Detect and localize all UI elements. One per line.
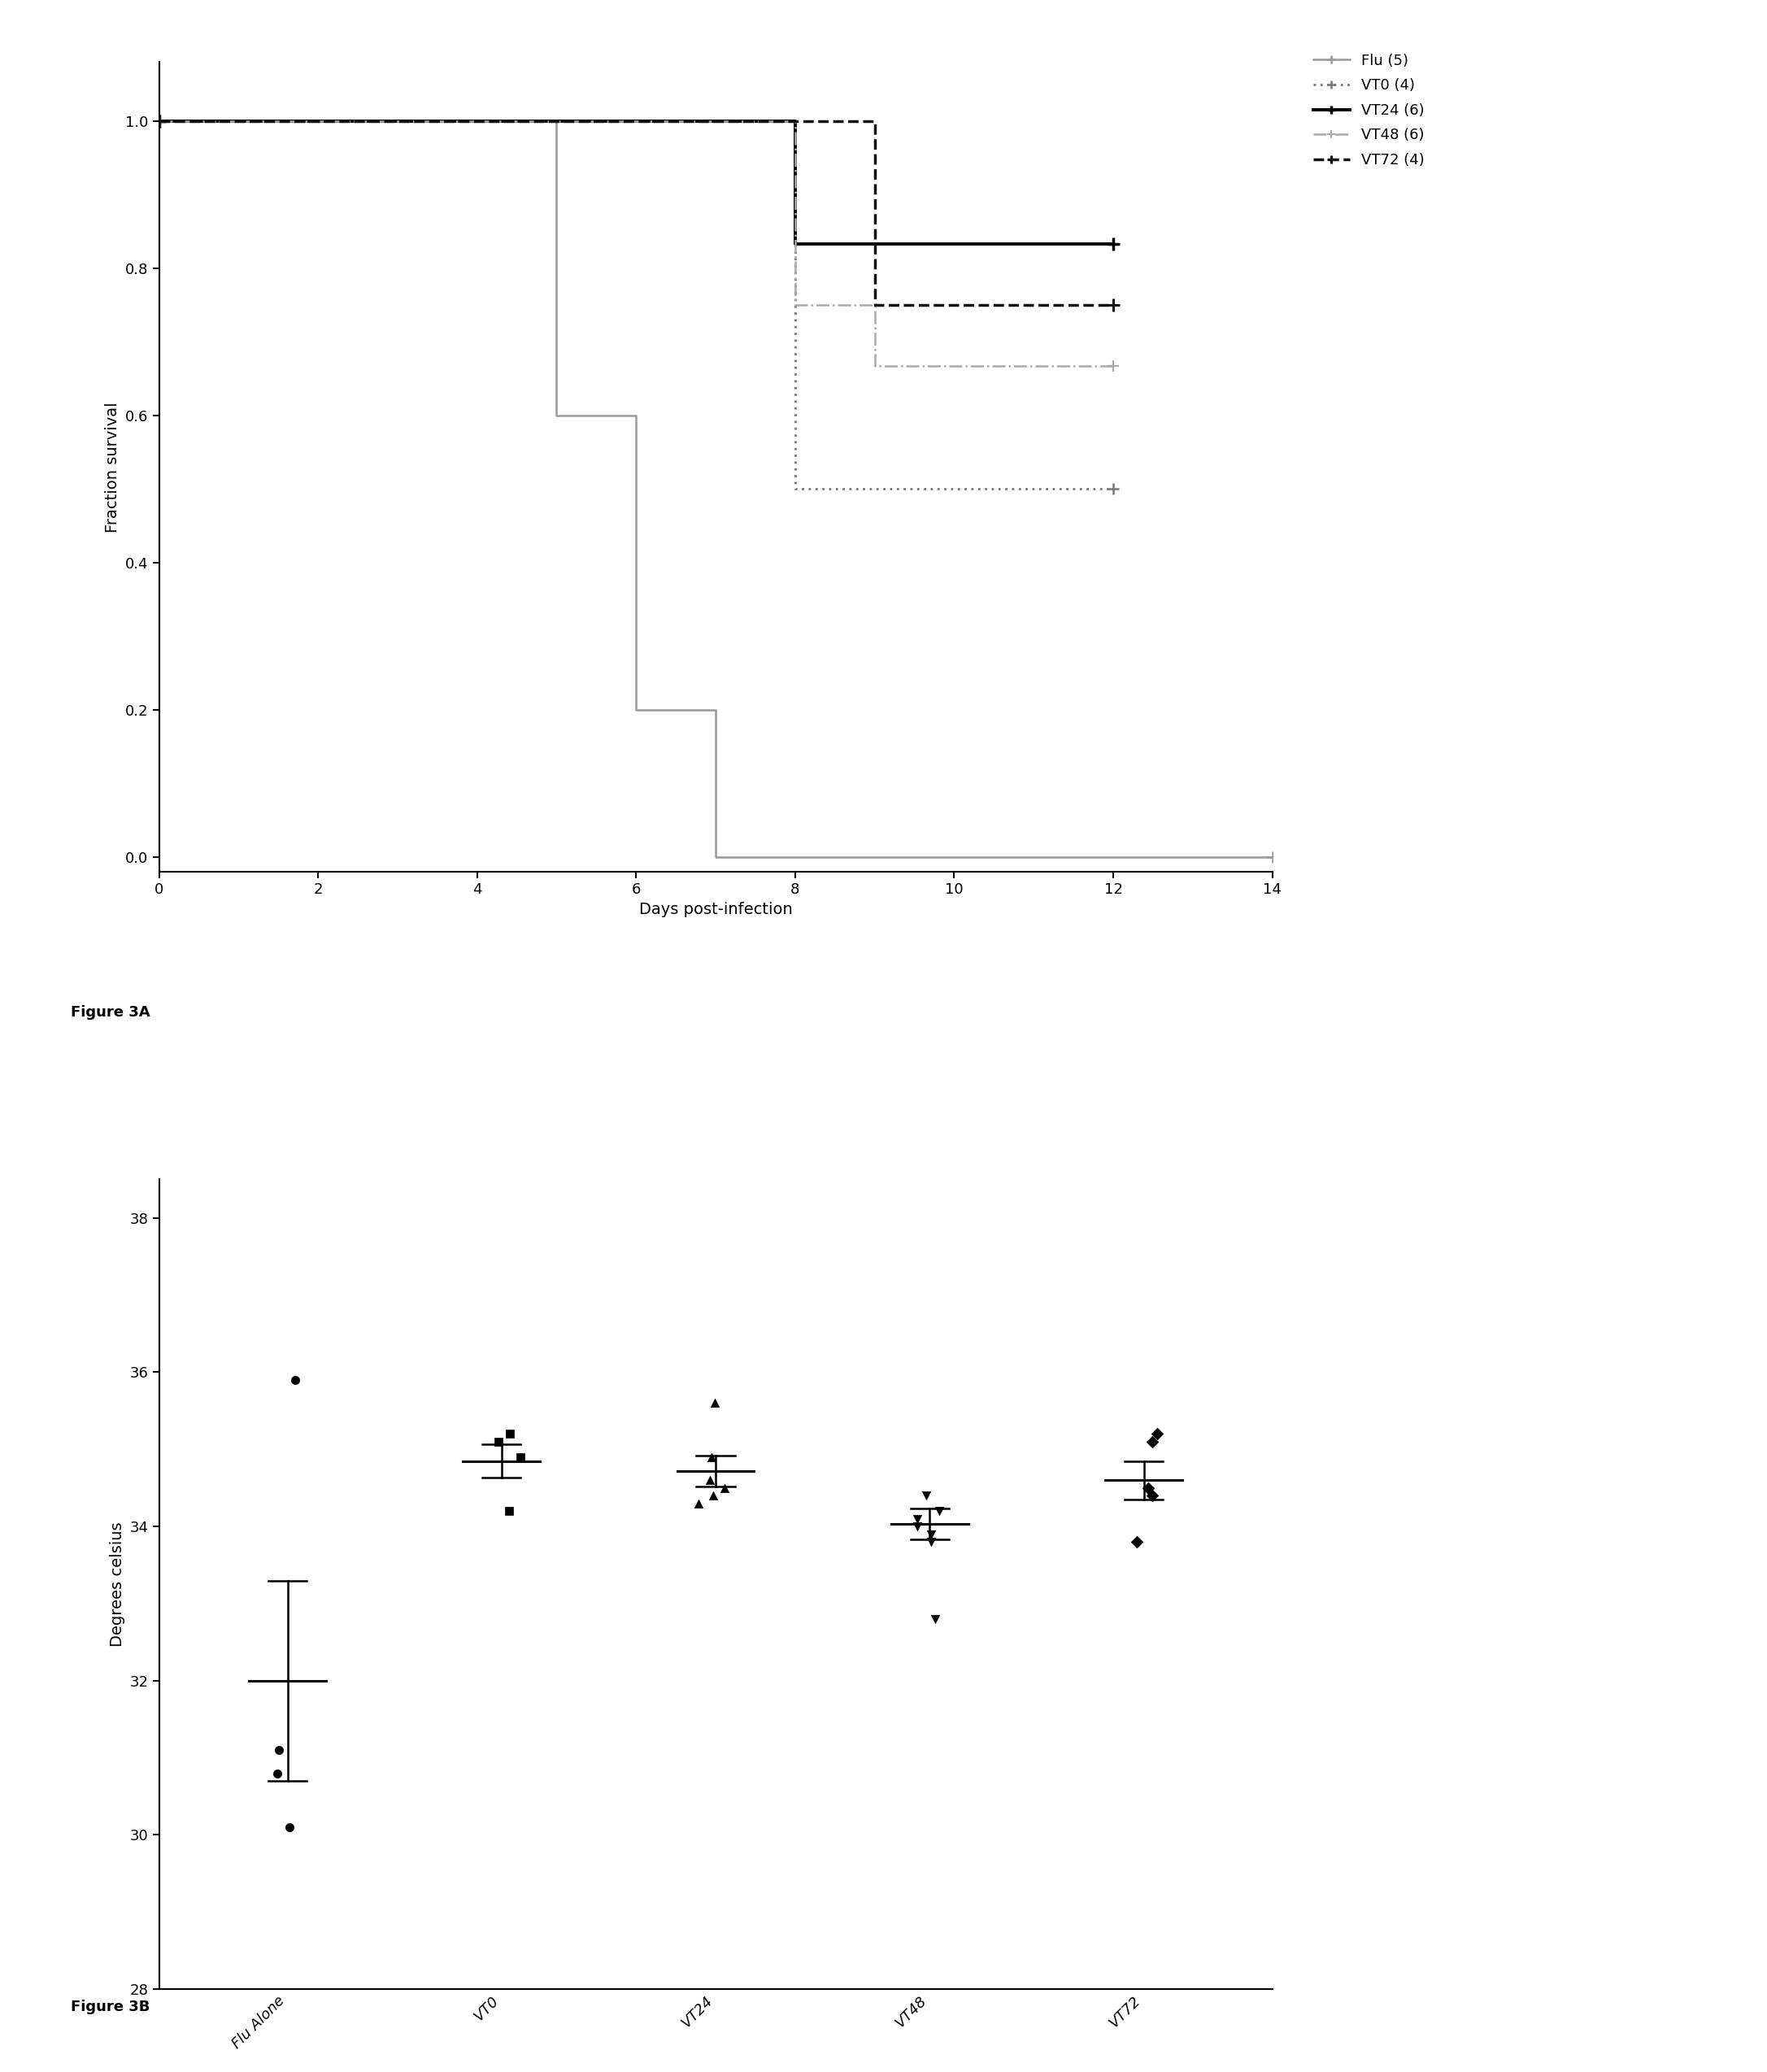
Text: Figure 3A: Figure 3A [71, 1005, 150, 1019]
Point [924, 1494, 952, 1527]
Point [903, 1502, 931, 1535]
Point [484, 1426, 512, 1459]
Point [701, 1386, 730, 1419]
Point [710, 1471, 739, 1504]
Point [698, 1440, 726, 1473]
Point [1143, 1417, 1172, 1450]
Point [684, 1488, 712, 1521]
Point [1138, 1426, 1166, 1459]
Point [1122, 1525, 1150, 1558]
Point [921, 1602, 949, 1635]
Point [495, 1494, 523, 1527]
Point [700, 1479, 728, 1513]
Text: Figure 3B: Figure 3B [71, 1999, 150, 2014]
Y-axis label: Fraction survival: Fraction survival [106, 402, 120, 533]
Point [917, 1517, 945, 1550]
Y-axis label: Degrees celsius: Degrees celsius [110, 1521, 125, 1647]
Point [1138, 1479, 1166, 1513]
Point [276, 1811, 304, 1844]
Point [1134, 1471, 1163, 1504]
Legend: Flu (5), VT0 (4), VT24 (6), VT48 (6), VT72 (4): Flu (5), VT0 (4), VT24 (6), VT48 (6), VT… [1313, 54, 1424, 168]
Point [505, 1440, 534, 1473]
Point [281, 1363, 309, 1397]
Point [917, 1525, 945, 1558]
X-axis label: Days post-infection: Days post-infection [640, 901, 792, 918]
Point [497, 1417, 525, 1450]
Point [696, 1463, 724, 1496]
Point [903, 1510, 931, 1544]
Point [263, 1757, 292, 1790]
Point [265, 1734, 293, 1767]
Point [912, 1479, 940, 1513]
